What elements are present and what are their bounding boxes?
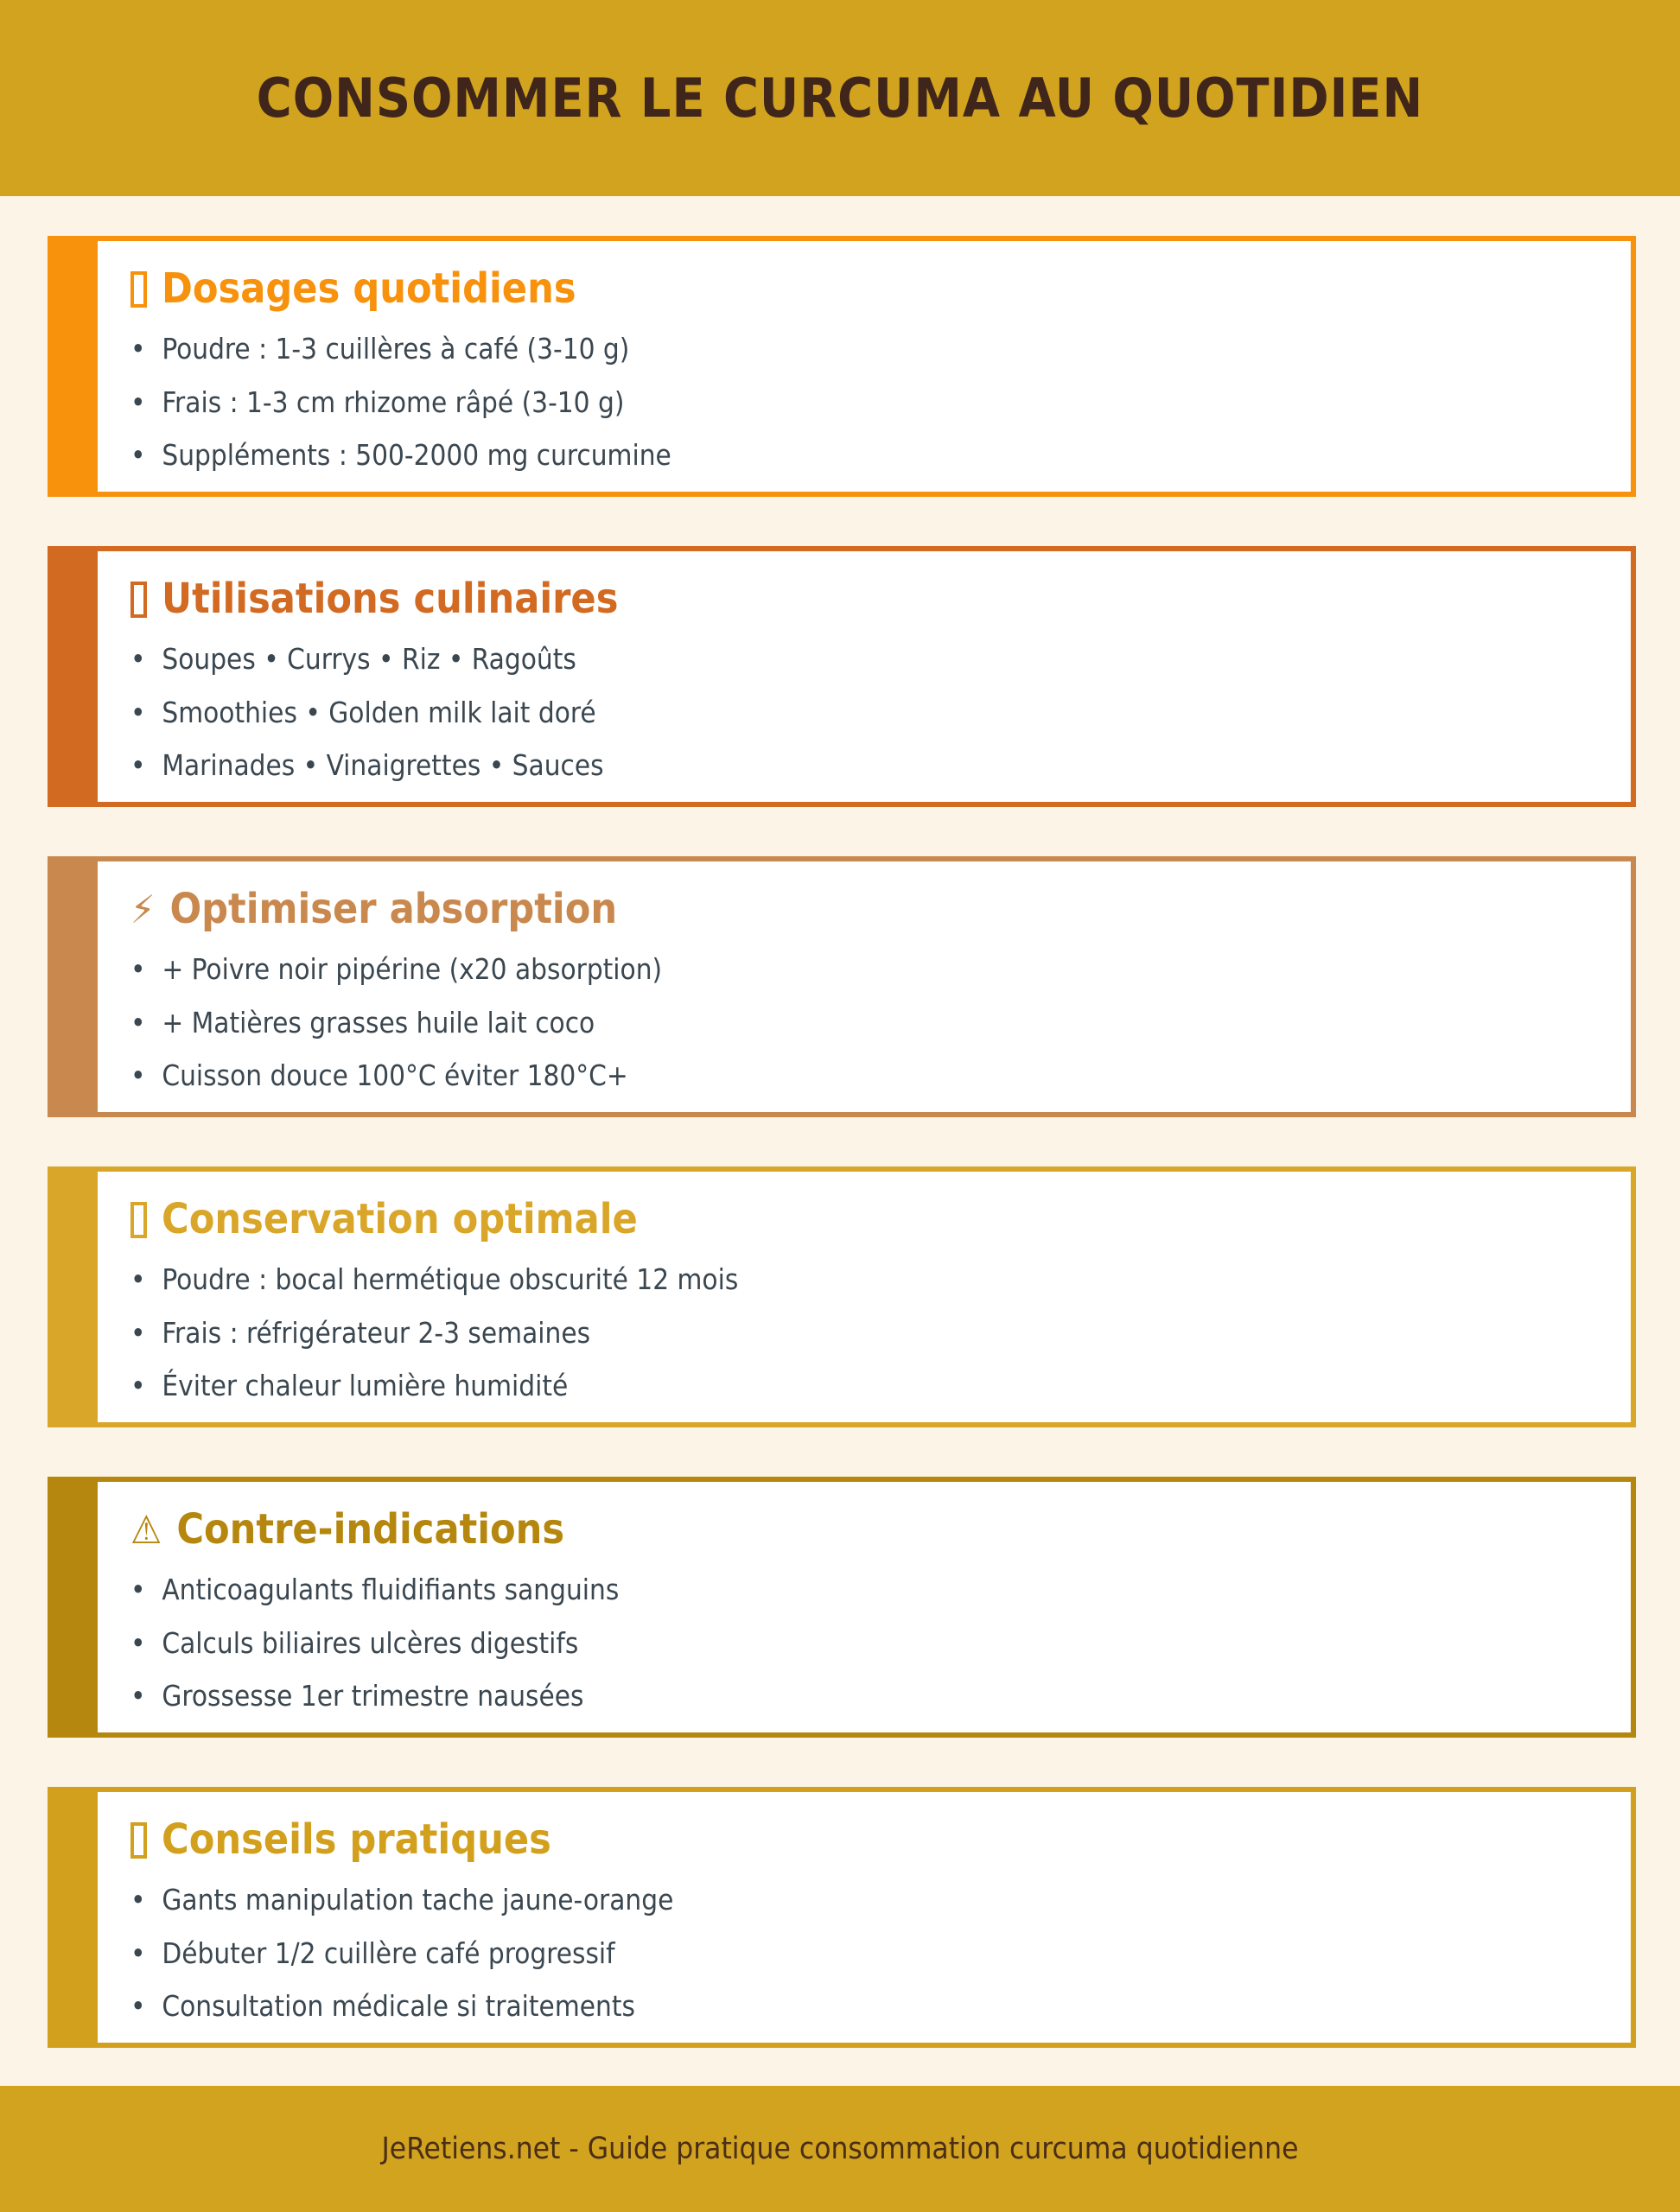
card-title-text: Dosages quotidiens	[162, 264, 576, 313]
missing-glyph-box-icon	[130, 1821, 147, 1859]
footer-banner: JeRetiens.net - Guide pratique consommat…	[0, 2086, 1680, 2212]
card-items: Soupes • Currys • Riz • Ragoûts Smoothies…	[130, 642, 1596, 783]
card-title: ⚡ Optimiser absorption	[130, 885, 1596, 933]
card-item: Soupes • Currys • Riz • Ragoûts	[130, 642, 1596, 677]
card-item: Grossesse 1er trimestre nausées	[130, 1679, 1596, 1713]
card-item: Débuter 1/2 cuillère café progressif	[130, 1936, 1596, 1971]
card-item: Smoothies • Golden milk lait doré	[130, 696, 1596, 730]
card-item: Frais : 1-3 cm rhizome râpé (3-10 g)	[130, 385, 1596, 420]
card-body: Conservation optimale Poudre : bocal her…	[98, 1172, 1631, 1422]
info-card-dosages: Dosages quotidiens Poudre : 1-3 cuillère…	[48, 236, 1636, 497]
card-title: Utilisations culinaires	[130, 575, 1596, 623]
card-item: Anticoagulants fluidifiants sanguins	[130, 1573, 1596, 1607]
header-banner: CONSOMMER LE CURCUMA AU QUOTIDIEN	[0, 0, 1680, 196]
card-items: Poudre : bocal hermétique obscurité 12 m…	[130, 1262, 1596, 1403]
cards-container: Dosages quotidiens Poudre : 1-3 cuillère…	[0, 196, 1680, 2086]
card-body: Utilisations culinaires Soupes • Currys …	[98, 551, 1631, 802]
card-body: Dosages quotidiens Poudre : 1-3 cuillère…	[98, 241, 1631, 492]
card-body: ⚠ Contre-indications Anticoagulants flui…	[98, 1482, 1631, 1732]
page-title: CONSOMMER LE CURCUMA AU QUOTIDIEN	[256, 67, 1424, 130]
card-item: Consultation médicale si traitements	[130, 1989, 1596, 2024]
missing-glyph-box-icon	[130, 270, 147, 308]
card-item: Marinades • Vinaigrettes • Sauces	[130, 748, 1596, 783]
lightning-icon: ⚡	[130, 887, 156, 933]
card-title-text: Utilisations culinaires	[162, 575, 619, 623]
card-item: Poudre : 1-3 cuillères à café (3-10 g)	[130, 332, 1596, 366]
card-item: Éviter chaleur lumière humidité	[130, 1369, 1596, 1403]
card-item: Frais : réfrigérateur 2-3 semaines	[130, 1316, 1596, 1351]
card-items: Poudre : 1-3 cuillères à café (3-10 g) Fr…	[130, 332, 1596, 473]
missing-glyph-box-icon	[130, 581, 147, 618]
card-items: Gants manipulation tache jaune-orange Déb…	[130, 1883, 1596, 2024]
warning-icon: ⚠	[130, 1507, 162, 1554]
card-title-text: Contre-indications	[176, 1505, 565, 1554]
info-card-optimiser-absorption: ⚡ Optimiser absorption + Poivre noir pip…	[48, 856, 1636, 1117]
card-title: Conservation optimale	[130, 1195, 1596, 1243]
card-items: Anticoagulants fluidifiants sanguins Calc…	[130, 1573, 1596, 1713]
info-card-utilisations-culinaires: Utilisations culinaires Soupes • Currys …	[48, 546, 1636, 807]
card-title: ⚠ Contre-indications	[130, 1505, 1596, 1554]
card-body: ⚡ Optimiser absorption + Poivre noir pip…	[98, 861, 1631, 1112]
card-item: Poudre : bocal hermétique obscurité 12 m…	[130, 1262, 1596, 1297]
footer-text: JeRetiens.net - Guide pratique consommat…	[381, 2132, 1299, 2166]
info-card-conseils-pratiques: Conseils pratiques Gants manipulation ta…	[48, 1787, 1636, 2048]
card-title-text: Conservation optimale	[162, 1195, 638, 1243]
card-item: + Poivre noir pipérine (x20 absorption)	[130, 952, 1596, 987]
card-body: Conseils pratiques Gants manipulation ta…	[98, 1792, 1631, 2043]
card-title: Dosages quotidiens	[130, 264, 1596, 313]
card-title: Conseils pratiques	[130, 1815, 1596, 1864]
info-card-conservation-optimale: Conservation optimale Poudre : bocal her…	[48, 1166, 1636, 1427]
card-item: Cuisson douce 100°C éviter 180°C+	[130, 1058, 1596, 1093]
missing-glyph-box-icon	[130, 1201, 147, 1238]
card-item: Gants manipulation tache jaune-orange	[130, 1883, 1596, 1917]
info-card-contre-indications: ⚠ Contre-indications Anticoagulants flui…	[48, 1477, 1636, 1738]
card-item: Suppléments : 500-2000 mg curcumine	[130, 438, 1596, 473]
card-items: + Poivre noir pipérine (x20 absorption) +…	[130, 952, 1596, 1093]
card-title-text: Conseils pratiques	[162, 1815, 551, 1864]
card-item: + Matières grasses huile lait coco	[130, 1006, 1596, 1040]
card-item: Calculs biliaires ulcères digestifs	[130, 1626, 1596, 1661]
card-title-text: Optimiser absorption	[169, 885, 618, 933]
